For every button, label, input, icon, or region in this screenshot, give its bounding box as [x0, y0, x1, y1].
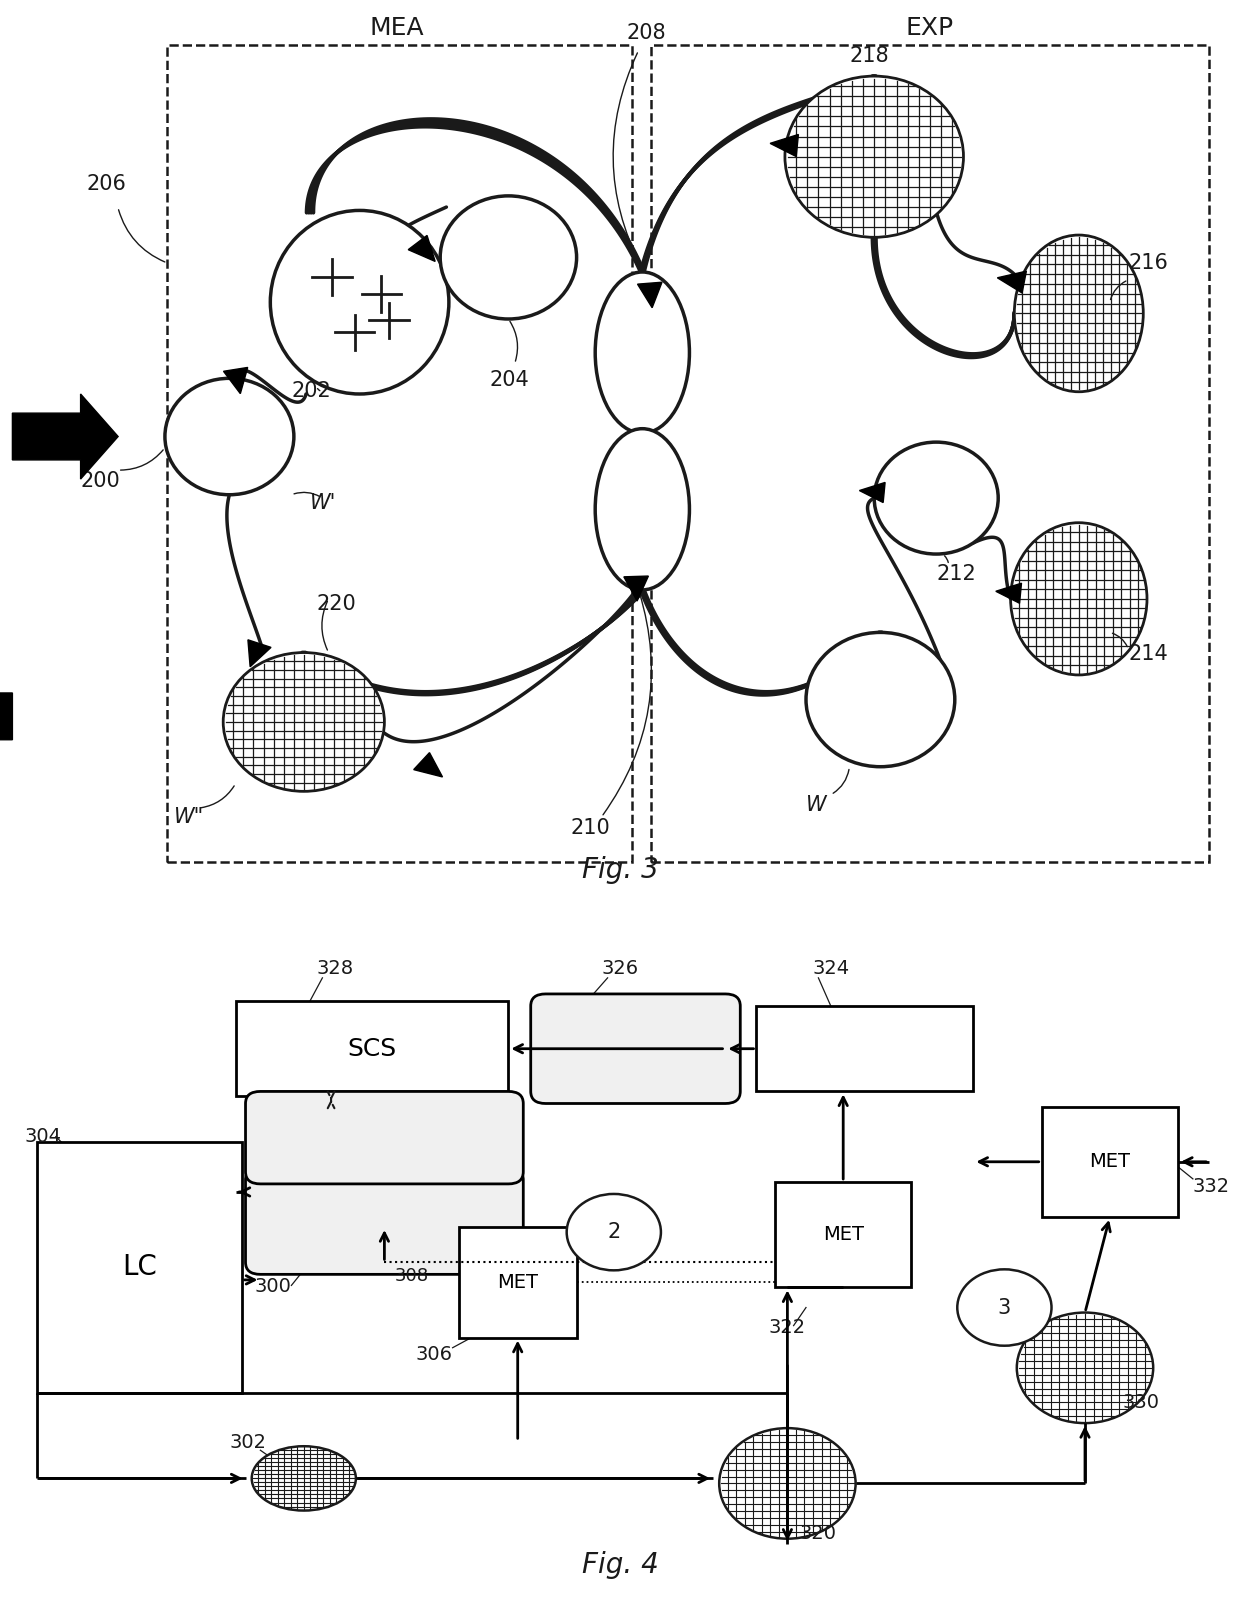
Ellipse shape — [806, 632, 955, 768]
Circle shape — [957, 1270, 1052, 1346]
Polygon shape — [997, 272, 1027, 293]
Text: 220: 220 — [316, 593, 356, 614]
Text: 304: 304 — [25, 1127, 62, 1146]
Polygon shape — [996, 584, 1022, 603]
Text: 208: 208 — [626, 22, 666, 43]
Bar — [756, 1006, 973, 1092]
Bar — [167, 45, 632, 862]
Text: 328: 328 — [316, 959, 353, 979]
Ellipse shape — [1017, 1313, 1153, 1423]
Text: 330: 330 — [1122, 1393, 1159, 1412]
Ellipse shape — [223, 652, 384, 792]
Ellipse shape — [785, 77, 963, 237]
Bar — [37, 1142, 242, 1393]
Text: 332: 332 — [1193, 1177, 1230, 1196]
Circle shape — [567, 1194, 661, 1270]
Text: 216: 216 — [1128, 253, 1168, 273]
Text: 300: 300 — [254, 1278, 291, 1297]
Text: 3: 3 — [998, 1297, 1011, 1318]
Text: 322: 322 — [769, 1318, 806, 1337]
Text: 2: 2 — [608, 1222, 620, 1242]
Bar — [775, 1182, 911, 1287]
Text: 302: 302 — [229, 1433, 267, 1452]
Bar — [236, 1001, 508, 1097]
Text: W": W" — [174, 806, 203, 827]
Text: 204: 204 — [490, 369, 529, 390]
Ellipse shape — [1011, 523, 1147, 675]
Text: MET: MET — [1089, 1153, 1131, 1172]
Ellipse shape — [719, 1428, 856, 1538]
Text: MET: MET — [822, 1225, 864, 1244]
Polygon shape — [12, 393, 118, 480]
Text: LC: LC — [122, 1254, 157, 1281]
FancyBboxPatch shape — [246, 1092, 523, 1183]
Ellipse shape — [440, 195, 577, 318]
Ellipse shape — [1014, 235, 1143, 392]
Text: EXP: EXP — [906, 16, 954, 40]
Text: 202: 202 — [291, 381, 331, 401]
Bar — [459, 1226, 577, 1338]
Ellipse shape — [595, 272, 689, 433]
Ellipse shape — [165, 379, 294, 494]
Text: 200: 200 — [81, 470, 120, 491]
Ellipse shape — [874, 443, 998, 555]
Bar — [651, 45, 1209, 862]
Ellipse shape — [270, 211, 449, 393]
Text: Fig. 3: Fig. 3 — [582, 855, 658, 884]
Text: 320: 320 — [800, 1524, 837, 1543]
Text: W: W — [806, 795, 827, 815]
Polygon shape — [859, 483, 885, 502]
Text: MET: MET — [497, 1273, 538, 1292]
Polygon shape — [248, 640, 272, 667]
Text: MEA: MEA — [370, 16, 424, 40]
Bar — [1042, 1107, 1178, 1217]
Text: 324: 324 — [812, 959, 849, 979]
Text: Fig. 4: Fig. 4 — [582, 1551, 658, 1578]
Text: 326: 326 — [601, 959, 639, 979]
Text: 218: 218 — [849, 45, 889, 66]
Text: 206: 206 — [87, 174, 126, 195]
Text: 212: 212 — [936, 564, 976, 584]
Text: 210: 210 — [570, 817, 610, 838]
Polygon shape — [624, 576, 649, 601]
Polygon shape — [414, 753, 443, 777]
Text: 214: 214 — [1128, 644, 1168, 665]
Polygon shape — [0, 673, 12, 760]
Text: SCS: SCS — [347, 1036, 397, 1060]
FancyBboxPatch shape — [246, 1167, 523, 1274]
Ellipse shape — [252, 1445, 356, 1511]
Polygon shape — [770, 134, 799, 157]
Text: 306: 306 — [415, 1345, 453, 1364]
Polygon shape — [637, 281, 662, 307]
FancyBboxPatch shape — [531, 995, 740, 1103]
Polygon shape — [223, 368, 248, 393]
Text: 308: 308 — [394, 1268, 429, 1286]
Ellipse shape — [595, 429, 689, 590]
Polygon shape — [408, 235, 435, 261]
Text: W': W' — [310, 492, 336, 513]
